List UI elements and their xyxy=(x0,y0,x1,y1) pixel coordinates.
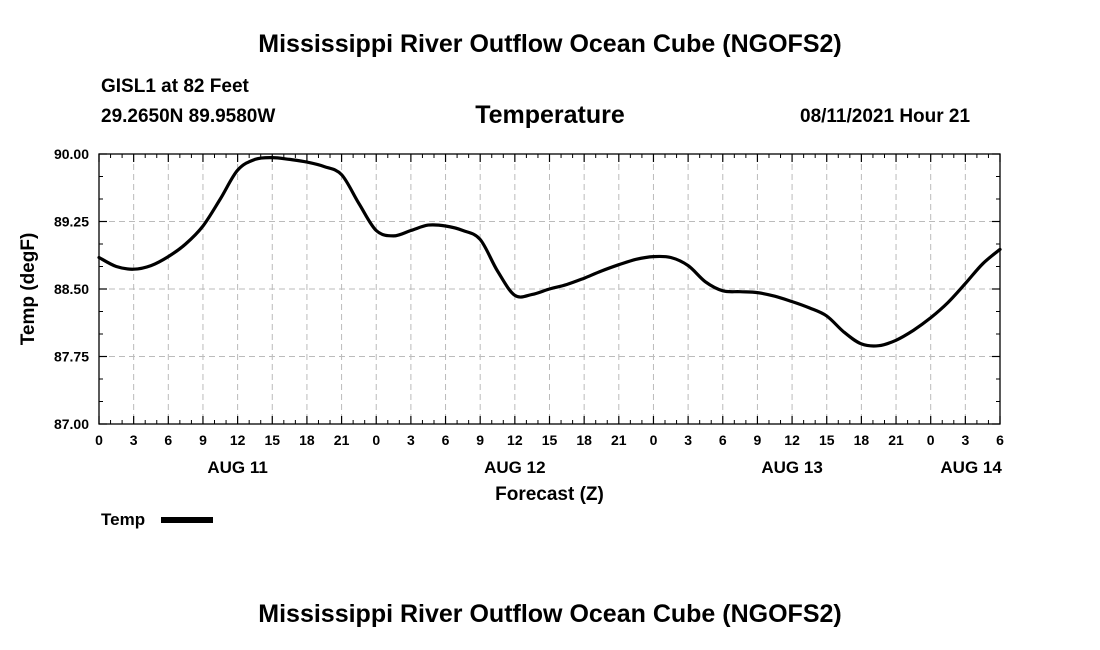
chart-title: Mississippi River Outflow Ocean Cube (NG… xyxy=(258,30,842,58)
plot-frame xyxy=(98,153,1001,425)
variable-title: Temperature xyxy=(475,101,625,129)
x-tick-label: 0 xyxy=(650,432,658,448)
grid-lines xyxy=(99,154,1000,424)
y-tick-label: 87.00 xyxy=(54,416,89,432)
x-tick-label: 9 xyxy=(754,432,762,448)
x-tick-label: 12 xyxy=(784,432,800,448)
y-tick-label: 88.50 xyxy=(54,281,89,297)
x-tick-label: 6 xyxy=(996,432,1004,448)
x-tick-label: 6 xyxy=(442,432,450,448)
x-tick-label: 21 xyxy=(888,432,904,448)
x-tick-label: 3 xyxy=(961,432,969,448)
x-tick-label: 3 xyxy=(684,432,692,448)
x-day-label: AUG 12 xyxy=(484,458,545,477)
x-day-label: AUG 13 xyxy=(761,458,822,477)
x-tick-label: 18 xyxy=(299,432,315,448)
forecast-datetime: 08/11/2021 Hour 21 xyxy=(800,106,971,127)
x-tick-label: 18 xyxy=(854,432,870,448)
y-tick-label: 87.75 xyxy=(54,349,89,365)
footer-title: Mississippi River Outflow Ocean Cube (NG… xyxy=(258,600,842,628)
x-day-label: AUG 14 xyxy=(940,458,1002,477)
x-tick-label: 0 xyxy=(95,432,103,448)
temp-series-line xyxy=(97,155,1002,348)
y-axis-label: Temp (degF) xyxy=(18,233,39,346)
x-tick-label: 9 xyxy=(199,432,207,448)
legend-label: Temp xyxy=(101,510,146,529)
x-tick-label: 6 xyxy=(719,432,727,448)
y-tick-label: 90.00 xyxy=(54,146,89,162)
x-tick-label: 18 xyxy=(576,432,592,448)
x-tick-label: 21 xyxy=(334,432,350,448)
x-tick-label: 3 xyxy=(407,432,415,448)
station-coordinates: 29.2650N 89.9580W xyxy=(101,106,276,127)
y-tick-label: 89.25 xyxy=(54,214,89,230)
x-tick-label: 21 xyxy=(611,432,627,448)
x-tick-label: 3 xyxy=(130,432,138,448)
x-tick-label: 0 xyxy=(372,432,380,448)
x-tick-label: 9 xyxy=(476,432,484,448)
legend-swatch xyxy=(161,517,213,523)
x-tick-label: 6 xyxy=(164,432,172,448)
x-tick-label: 15 xyxy=(819,432,835,448)
tick-labels: 0 3 6 9 12 15 18 21 0 3 6 9 12 15 18 21 0 3 6 9 12 15 18 21 0 3 6 A… xyxy=(54,146,1004,477)
x-tick-label: 0 xyxy=(927,432,935,448)
x-tick-label: 15 xyxy=(264,432,280,448)
x-axis-label: Forecast (Z) xyxy=(495,484,604,505)
x-tick-label: 15 xyxy=(542,432,558,448)
station-name: GISL1 at 82 Feet xyxy=(101,76,249,97)
x-tick-label: 12 xyxy=(507,432,523,448)
x-tick-label: 12 xyxy=(230,432,246,448)
x-day-label: AUG 11 xyxy=(207,458,267,477)
